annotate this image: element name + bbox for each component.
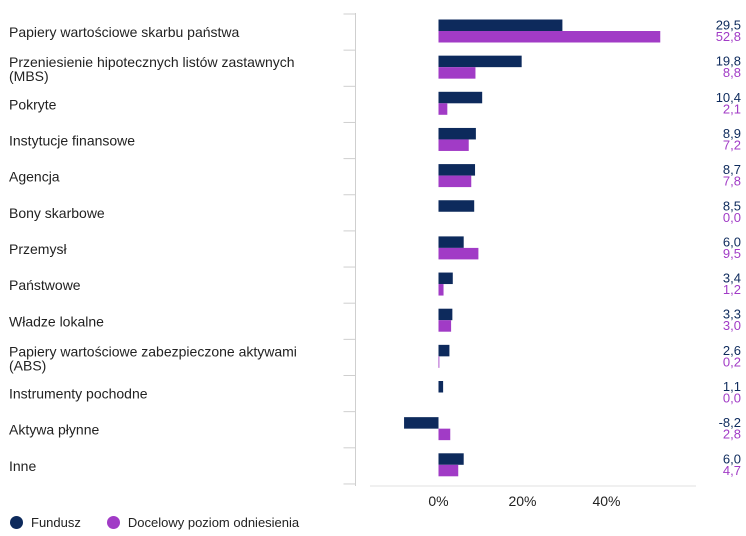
x-axis-ticks: 0% 20% 40% xyxy=(428,493,620,509)
category-label: Przemysł xyxy=(9,241,67,257)
value-label-fund: 8,7 xyxy=(723,162,741,177)
category-label: Państwowe xyxy=(9,277,81,293)
bar-benchmark xyxy=(438,103,448,115)
bar-fund xyxy=(438,453,464,465)
x-tick-label: 0% xyxy=(428,493,448,509)
value-label-fund: 2,6 xyxy=(723,343,741,358)
value-label-fund: 8,5 xyxy=(723,198,741,213)
value-label-fund: 19,8 xyxy=(716,54,741,69)
legend-item-fund: Fundusz xyxy=(10,515,81,530)
value-label-benchmark: 9,5 xyxy=(723,246,741,261)
legend-benchmark-marker xyxy=(106,516,120,529)
bars xyxy=(404,19,661,477)
bar-fund xyxy=(438,164,476,176)
x-tick-label: 40% xyxy=(592,493,620,509)
value-label-benchmark: 0,2 xyxy=(723,354,741,369)
legend-item-benchmark: Docelowy poziom odniesienia xyxy=(106,515,300,530)
bar-fund xyxy=(438,200,475,212)
value-label-benchmark: 3,0 xyxy=(723,318,741,333)
category-label: Instytucje finansowe xyxy=(9,133,135,149)
bar-benchmark xyxy=(438,247,479,260)
category-label: Bony skarbowe xyxy=(9,205,105,221)
bar-benchmark xyxy=(438,139,469,151)
value-label-fund: 3,3 xyxy=(723,307,741,322)
x-tick-label: 20% xyxy=(508,493,536,509)
legend-benchmark-label: Docelowy poziom odniesienia xyxy=(127,515,300,530)
value-label-benchmark: 2,1 xyxy=(723,101,741,116)
value-label-benchmark: 2,8 xyxy=(723,427,741,442)
bar-fund xyxy=(438,344,450,357)
value-labels: 29,552,819,88,810,42,18,97,28,77,88,50,0… xyxy=(716,18,741,478)
value-label-benchmark: 52,8 xyxy=(716,29,741,44)
value-label-benchmark: 8,8 xyxy=(723,65,741,80)
bar-fund xyxy=(438,381,444,393)
value-label-benchmark: 4,7 xyxy=(723,463,741,478)
bar-fund xyxy=(438,236,464,248)
bar-benchmark xyxy=(438,175,472,188)
value-label-fund: 6,0 xyxy=(723,451,741,466)
category-labels: Papiery wartościowe skarbu państwa Przeni… xyxy=(9,24,297,474)
bar-benchmark xyxy=(438,464,459,477)
bar-benchmark xyxy=(438,31,661,43)
category-label: Inne xyxy=(9,458,36,474)
value-label-benchmark: 0,0 xyxy=(723,210,741,225)
value-label-fund: 8,9 xyxy=(723,126,741,141)
bar-fund xyxy=(438,19,563,31)
category-label: Przeniesienie hipotecznych listów zastaw… xyxy=(9,54,295,84)
value-label-fund: 1,1 xyxy=(723,379,741,394)
y-axis xyxy=(343,13,696,487)
category-label: Instrumenty pochodne xyxy=(9,386,148,402)
value-label-fund: 10,4 xyxy=(716,90,741,105)
value-label-fund: 6,0 xyxy=(723,234,741,249)
bar-fund xyxy=(438,308,453,321)
category-label: Papiery wartościowe zabezpieczone aktywa… xyxy=(9,343,297,373)
bar-fund xyxy=(438,127,476,140)
value-label-fund: 29,5 xyxy=(716,18,741,33)
bar-benchmark xyxy=(438,320,452,332)
value-label-benchmark: 7,8 xyxy=(723,174,741,189)
value-label-benchmark: 0,0 xyxy=(723,391,741,406)
bar-benchmark xyxy=(438,356,440,368)
bar-benchmark xyxy=(438,428,451,441)
category-label: Pokryte xyxy=(9,96,57,112)
value-label-benchmark: 7,2 xyxy=(723,137,741,152)
legend: Fundusz Docelowy poziom odniesienia xyxy=(10,515,325,530)
category-label: Papiery wartościowe skarbu państwa xyxy=(9,24,240,40)
value-label-benchmark: 1,2 xyxy=(723,282,741,297)
bar-fund xyxy=(438,91,483,104)
category-label: Aktywa płynne xyxy=(9,422,99,438)
category-label: Agencja xyxy=(9,169,60,185)
value-label-fund: 3,4 xyxy=(723,271,741,286)
bar-benchmark xyxy=(438,67,476,79)
bar-benchmark xyxy=(438,284,444,296)
bar-fund xyxy=(404,417,439,429)
value-label-fund: -8,2 xyxy=(719,415,741,430)
bar-fund xyxy=(438,55,522,68)
category-label: Władze lokalne xyxy=(9,313,104,329)
bar-fund xyxy=(438,272,453,285)
legend-fund-label: Fundusz xyxy=(31,515,81,530)
legend-fund-marker xyxy=(10,516,23,529)
